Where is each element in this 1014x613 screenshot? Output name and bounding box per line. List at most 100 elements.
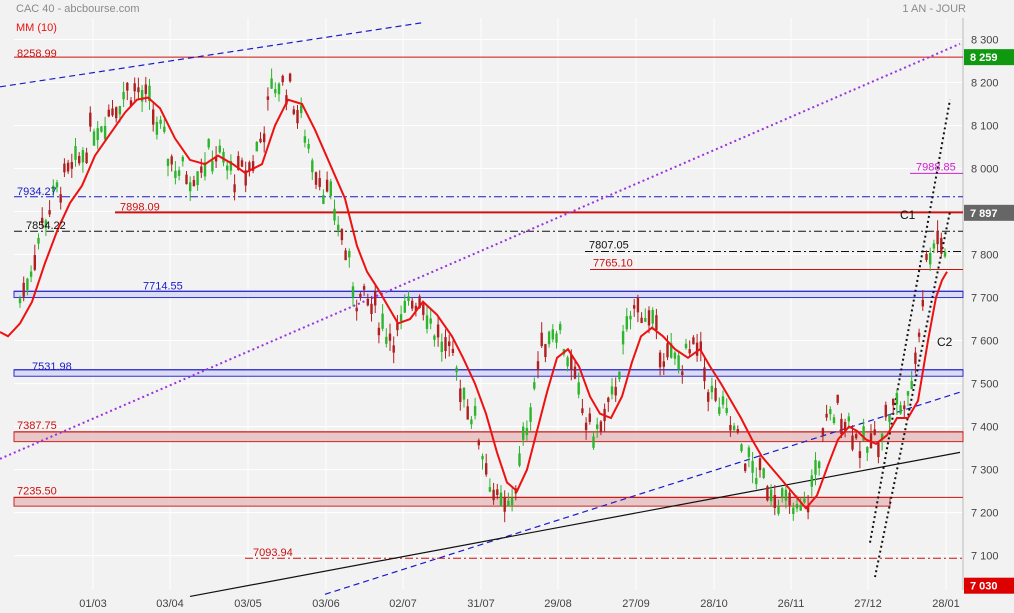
y-tick-label: 7 400 xyxy=(971,422,999,434)
candle-body xyxy=(825,413,828,418)
candle-body xyxy=(843,421,847,431)
x-tick-label: 03/05 xyxy=(234,598,262,610)
annotation-c2: C2 xyxy=(937,335,953,349)
candle-body xyxy=(473,406,477,416)
y-tick-label: 8 000 xyxy=(971,164,999,176)
level-label: 7387.75 xyxy=(17,420,57,432)
candle-body xyxy=(429,318,432,324)
candle-body xyxy=(658,352,662,368)
candle-body xyxy=(96,128,99,140)
candle-body xyxy=(910,381,913,390)
candle-body xyxy=(263,133,266,143)
price-tag xyxy=(964,204,1014,221)
candle-body xyxy=(599,421,603,433)
candle-body xyxy=(692,337,695,345)
candle-body xyxy=(695,342,699,356)
level-label: 7934.27 xyxy=(17,186,57,198)
candle-body xyxy=(529,407,532,422)
candle-body xyxy=(547,331,551,345)
candle-body xyxy=(22,282,25,297)
candle-body xyxy=(137,87,140,93)
candle-body xyxy=(710,385,714,393)
y-tick-label: 7 100 xyxy=(971,551,999,563)
candle-body xyxy=(496,489,499,496)
candle-body xyxy=(229,160,233,171)
price-tag-label: 7 030 xyxy=(970,581,998,593)
candle-body xyxy=(181,156,184,162)
candle-body xyxy=(152,109,155,125)
period-label: 1 AN - JOUR xyxy=(902,3,966,15)
candle-body xyxy=(499,492,503,506)
candle-body xyxy=(936,230,939,245)
candle-body xyxy=(399,314,403,322)
candle-body xyxy=(44,220,48,228)
candle-body xyxy=(481,455,484,460)
candle-body xyxy=(203,162,207,177)
candle-body xyxy=(440,341,443,352)
trend-line-blue-upper xyxy=(0,21,426,88)
candle-body xyxy=(170,156,173,165)
candle-body xyxy=(895,392,899,405)
candle-body xyxy=(917,332,921,337)
candle-body xyxy=(370,303,373,314)
candle-body xyxy=(52,185,55,193)
candle-body xyxy=(237,156,240,170)
candle-body xyxy=(732,425,736,431)
candle-body xyxy=(925,253,928,261)
candle-body xyxy=(303,136,307,143)
candle-body xyxy=(155,121,159,135)
candle-body xyxy=(906,391,910,396)
candle-body xyxy=(403,300,406,313)
candle-body xyxy=(455,367,458,373)
candle-body xyxy=(766,486,769,501)
candle-body xyxy=(832,417,836,424)
candle-body xyxy=(59,194,62,203)
price-tag xyxy=(964,49,1014,66)
candle-body xyxy=(799,505,802,511)
level-label: 7093.94 xyxy=(253,547,293,559)
candle-body xyxy=(892,398,895,406)
level-label: 7898.09 xyxy=(120,201,160,213)
candle-body xyxy=(544,344,547,358)
candle-body xyxy=(536,361,540,371)
candle-body xyxy=(433,335,436,340)
candle-body xyxy=(66,162,70,172)
candle-body xyxy=(470,419,473,425)
candle-body xyxy=(340,229,344,241)
y-tick-label: 7 300 xyxy=(971,465,999,477)
candle-body xyxy=(684,343,688,349)
candle-body xyxy=(729,424,732,431)
candle-body xyxy=(351,286,355,298)
candle-body xyxy=(63,163,66,173)
candle-body xyxy=(248,162,251,172)
x-tick-label: 03/04 xyxy=(156,598,184,610)
candle-body xyxy=(26,278,29,290)
candle-body xyxy=(644,317,647,322)
candle-body xyxy=(189,182,192,192)
candle-body xyxy=(884,404,887,418)
candle-body xyxy=(806,505,810,513)
candle-body xyxy=(522,426,525,440)
candle-body xyxy=(584,422,588,431)
candle-body xyxy=(707,392,710,402)
candle-body xyxy=(943,252,947,257)
candle-body xyxy=(385,336,388,344)
candle-body xyxy=(266,96,270,100)
candle-body xyxy=(703,367,706,382)
candle-body xyxy=(381,313,384,329)
candle-body xyxy=(259,138,262,143)
candle-body xyxy=(74,146,77,160)
candle-body xyxy=(466,406,469,420)
candle-body xyxy=(551,329,554,340)
candle-body xyxy=(218,145,221,153)
candle-body xyxy=(566,357,569,367)
candle-body xyxy=(940,237,943,254)
candle-body xyxy=(355,307,358,312)
x-tick-label: 31/07 xyxy=(467,598,495,610)
candle-body xyxy=(388,333,392,341)
candle-body xyxy=(18,298,22,304)
level-label: 7807.05 xyxy=(589,240,629,252)
candles xyxy=(18,68,947,523)
y-tick-label: 8 300 xyxy=(971,35,999,47)
candle-body xyxy=(662,361,665,367)
